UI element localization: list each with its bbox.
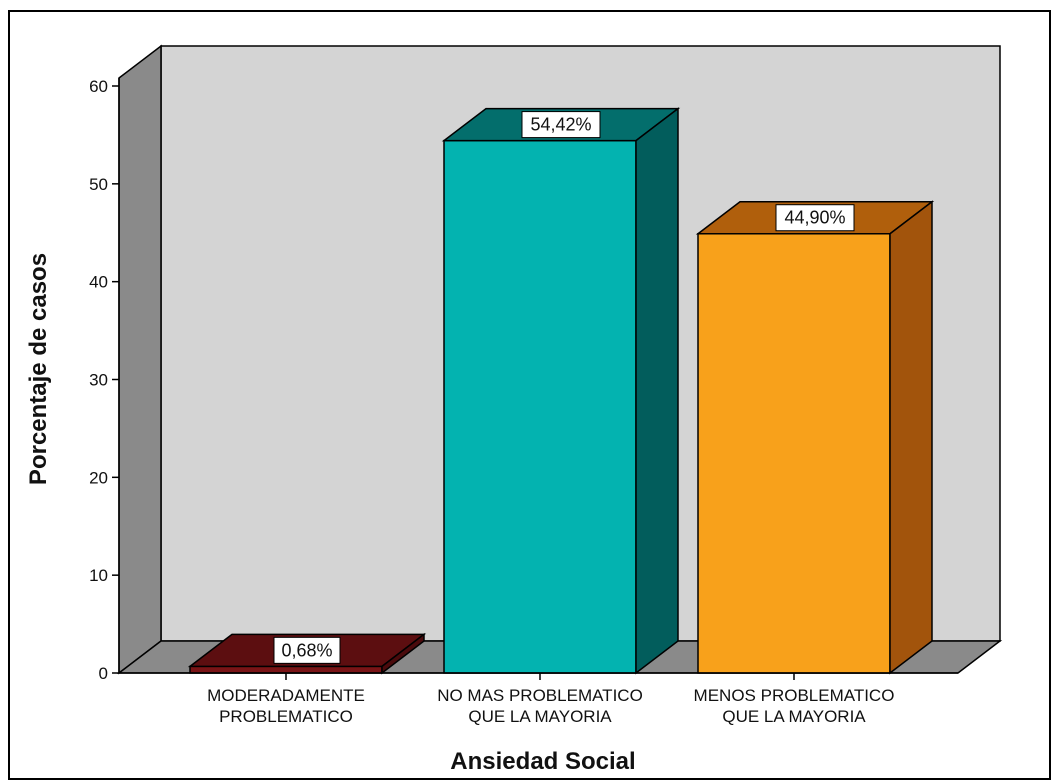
x-tick-label: NO MAS PROBLEMATICO bbox=[437, 686, 643, 705]
bar-side bbox=[381, 632, 425, 675]
y-tick-label: 50 bbox=[89, 175, 108, 194]
bars: 0,68% 54,42% 44,90% bbox=[187, 107, 935, 675]
data-label-box bbox=[273, 636, 341, 664]
data-label: 0,68% bbox=[281, 640, 332, 660]
x-axis: MODERADAMENTE PROBLEMATICO NO MAS PROBLEMA… bbox=[119, 672, 958, 726]
x-axis-title: Ansiedad Social bbox=[450, 748, 635, 775]
x-tick-label: PROBLEMATICO bbox=[219, 707, 353, 726]
bar: 0,68% bbox=[187, 632, 427, 675]
bar-front bbox=[443, 139, 637, 674]
y-tick-label: 10 bbox=[89, 566, 108, 585]
y-tick-label: 40 bbox=[89, 273, 108, 292]
y-tick-label: 30 bbox=[89, 371, 108, 390]
x-tick-label: MODERADAMENTE bbox=[207, 686, 365, 705]
chart-frame: 0 10 20 30 40 50 60 0,68% 54,42% 44,90% MODERADA… bbox=[8, 10, 1051, 780]
x-tick-label: QUE LA MAYORIA bbox=[468, 707, 612, 726]
data-label: 54,42% bbox=[530, 115, 591, 135]
bar-front bbox=[189, 665, 383, 674]
data-label: 44,90% bbox=[784, 208, 845, 228]
bar: 54,42% bbox=[441, 107, 681, 675]
y-tick-label: 20 bbox=[89, 468, 108, 487]
x-tick-label: QUE LA MAYORIA bbox=[722, 707, 866, 726]
bar-front bbox=[697, 232, 891, 674]
bar-side bbox=[889, 200, 933, 675]
bar-chart: 0 10 20 30 40 50 60 0,68% 54,42% 44,90% MODERADA… bbox=[25, 44, 1003, 775]
side-wall bbox=[118, 44, 162, 675]
bar: 44,90% bbox=[695, 200, 935, 675]
x-tick-label: MENOS PROBLEMATICO bbox=[694, 686, 895, 705]
y-tick-label: 0 bbox=[99, 664, 108, 683]
data-label-box bbox=[775, 204, 855, 232]
data-label-box bbox=[521, 111, 601, 139]
y-axis-title: Porcentaje de casos bbox=[25, 253, 52, 485]
y-tick-label: 60 bbox=[89, 77, 108, 96]
bar-side bbox=[635, 107, 679, 675]
y-axis: 0 10 20 30 40 50 60 bbox=[89, 77, 120, 683]
